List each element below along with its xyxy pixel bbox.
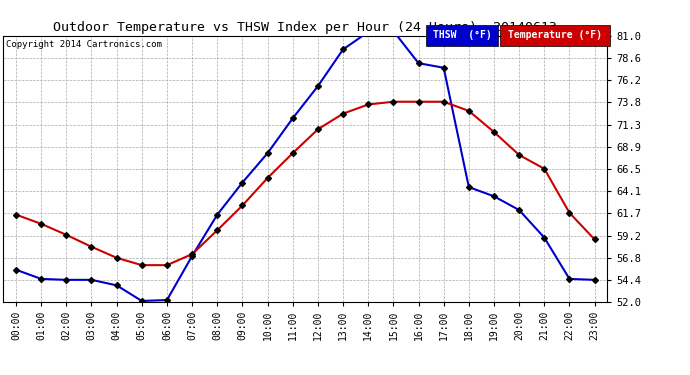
Title: Outdoor Temperature vs THSW Index per Hour (24 Hours)  20140613: Outdoor Temperature vs THSW Index per Ho… (53, 21, 558, 34)
Text: Copyright 2014 Cartronics.com: Copyright 2014 Cartronics.com (6, 40, 161, 49)
Text: THSW  (°F): THSW (°F) (433, 30, 491, 40)
Text: Temperature (°F): Temperature (°F) (508, 30, 602, 40)
